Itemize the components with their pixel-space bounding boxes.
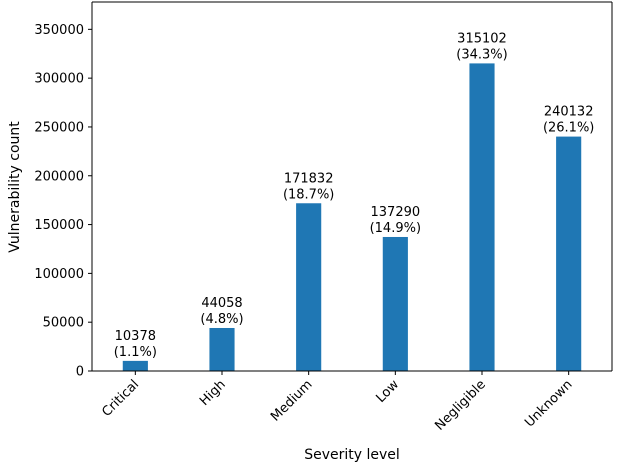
y-tick-label: 50000 — [43, 316, 84, 331]
bar-value-label: 240132 — [544, 105, 594, 120]
x-tick-label: Unknown — [522, 377, 575, 430]
bar-percent-label: (18.7%) — [283, 187, 334, 202]
y-tick-label: 300000 — [34, 72, 84, 87]
bar-critical — [122, 360, 148, 371]
bar-value-label: 171832 — [284, 171, 334, 186]
bar-percent-label: (1.1%) — [114, 345, 157, 360]
y-tick-label: 250000 — [34, 120, 84, 135]
bar-unknown — [556, 136, 582, 371]
x-axis-ticks: Critical High Medium Low Negligible Unknown — [99, 371, 575, 434]
bar-percent-label: (26.1%) — [543, 121, 594, 136]
bar-medium — [296, 203, 322, 371]
bar-value-label: 137290 — [371, 205, 421, 220]
bar-value-label: 10378 — [115, 329, 156, 344]
x-tick-label: Medium — [268, 377, 315, 424]
bar-percent-label: (34.3%) — [456, 47, 507, 62]
y-axis-title: Vulnerability count — [7, 121, 23, 253]
y-axis-ticks: 0 50000 100000 150000 200000 250000 300000 3500… — [34, 23, 92, 380]
bar-low — [382, 236, 408, 371]
bar-value-label: 44058 — [201, 296, 242, 311]
y-tick-label: 0 — [76, 365, 84, 380]
bars-group — [122, 63, 582, 372]
y-tick-label: 100000 — [34, 267, 84, 282]
bar-percent-label: (14.9%) — [370, 221, 421, 236]
x-tick-label: High — [197, 377, 229, 409]
bar-labels-group: 10378(1.1%) 44058(4.8%) 171832(18.7%) 13729… — [114, 31, 595, 359]
x-tick-label: Critical — [99, 377, 142, 420]
bar-value-label: 315102 — [457, 31, 507, 46]
y-tick-label: 200000 — [34, 169, 84, 184]
x-axis-title: Severity level — [304, 447, 400, 463]
x-tick-label: Low — [373, 377, 402, 406]
y-tick-label: 350000 — [34, 23, 84, 38]
x-tick-label: Negligible — [432, 377, 489, 434]
y-tick-label: 150000 — [34, 218, 84, 233]
bar-negligible — [469, 63, 495, 372]
bar-percent-label: (4.8%) — [200, 312, 243, 327]
bar-high — [209, 327, 235, 371]
